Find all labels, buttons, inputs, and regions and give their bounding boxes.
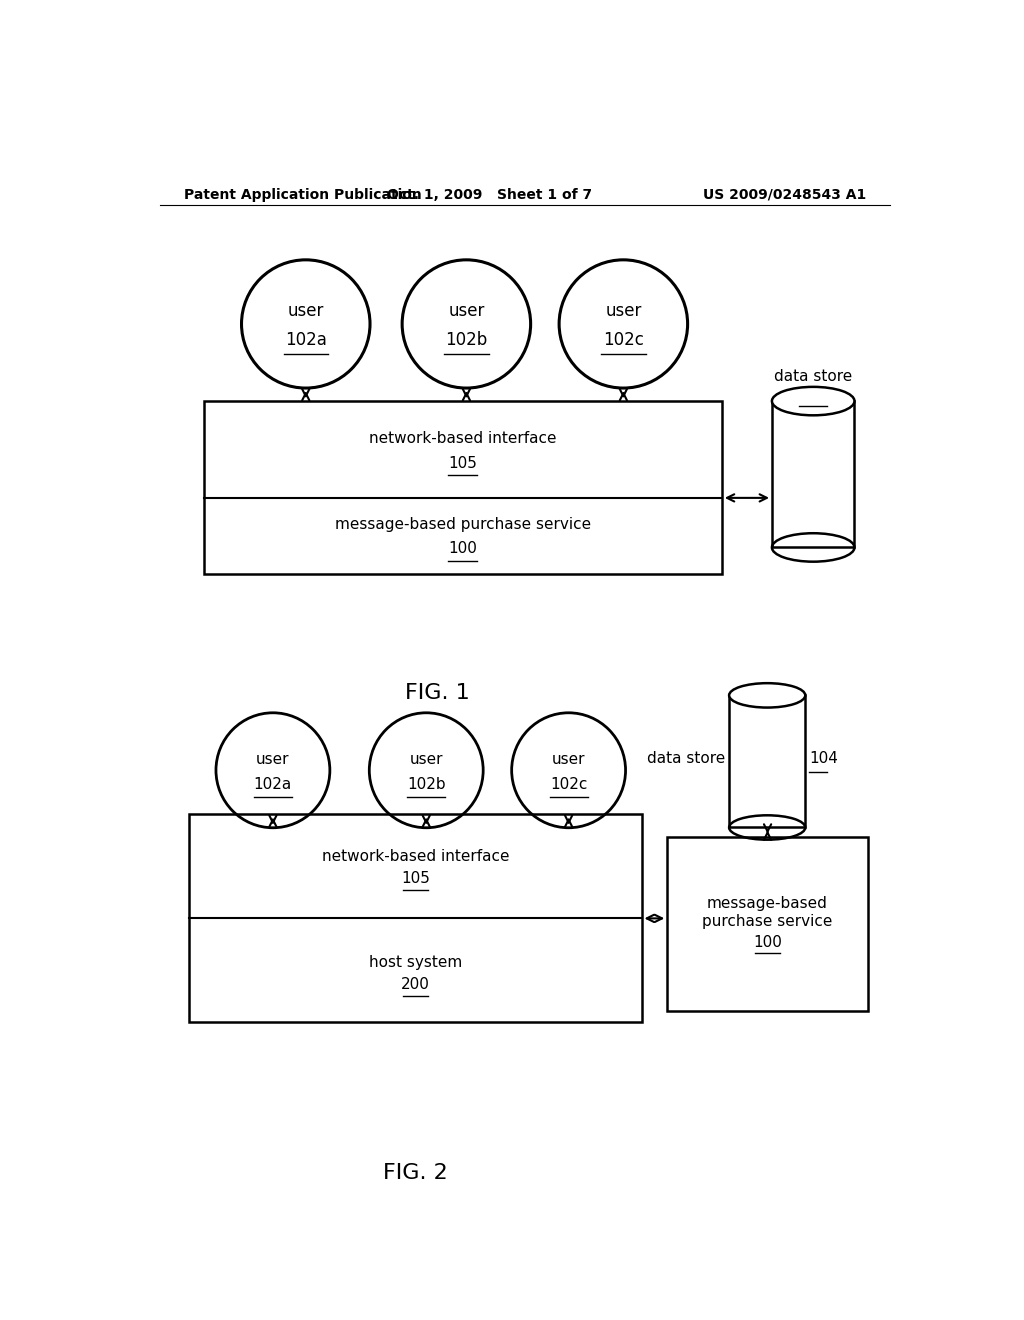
Ellipse shape (729, 684, 805, 708)
Text: 102a: 102a (254, 777, 292, 792)
Text: message-based purchase service: message-based purchase service (335, 516, 591, 532)
Text: Patent Application Publication: Patent Application Publication (183, 187, 421, 202)
Text: 105: 105 (400, 871, 430, 886)
Text: host system: host system (369, 954, 462, 970)
Text: 100: 100 (753, 935, 782, 949)
Text: FIG. 1: FIG. 1 (404, 684, 470, 704)
Text: data store: data store (774, 370, 852, 384)
Text: 200: 200 (400, 977, 430, 993)
Text: user: user (605, 302, 642, 319)
Text: 102c: 102c (550, 777, 588, 792)
Text: 105: 105 (449, 455, 477, 470)
Text: 100: 100 (449, 541, 477, 556)
Text: user: user (288, 302, 324, 319)
Text: 102b: 102b (407, 777, 445, 792)
Text: user: user (410, 751, 443, 767)
Text: network-based interface: network-based interface (369, 432, 556, 446)
Text: purchase service: purchase service (702, 915, 833, 929)
Text: network-based interface: network-based interface (322, 849, 509, 863)
Text: FIG. 2: FIG. 2 (383, 1163, 447, 1183)
Ellipse shape (772, 387, 854, 416)
Text: message-based: message-based (708, 896, 828, 911)
Text: Oct. 1, 2009   Sheet 1 of 7: Oct. 1, 2009 Sheet 1 of 7 (386, 187, 592, 202)
Text: 104: 104 (799, 388, 827, 404)
Text: US 2009/0248543 A1: US 2009/0248543 A1 (702, 187, 866, 202)
Text: data store: data store (647, 751, 725, 766)
Text: 102a: 102a (285, 331, 327, 350)
Text: 104: 104 (809, 751, 838, 766)
Text: user: user (552, 751, 586, 767)
Text: 102c: 102c (603, 331, 644, 350)
Text: user: user (449, 302, 484, 319)
Text: 102b: 102b (445, 331, 487, 350)
Text: user: user (256, 751, 290, 767)
